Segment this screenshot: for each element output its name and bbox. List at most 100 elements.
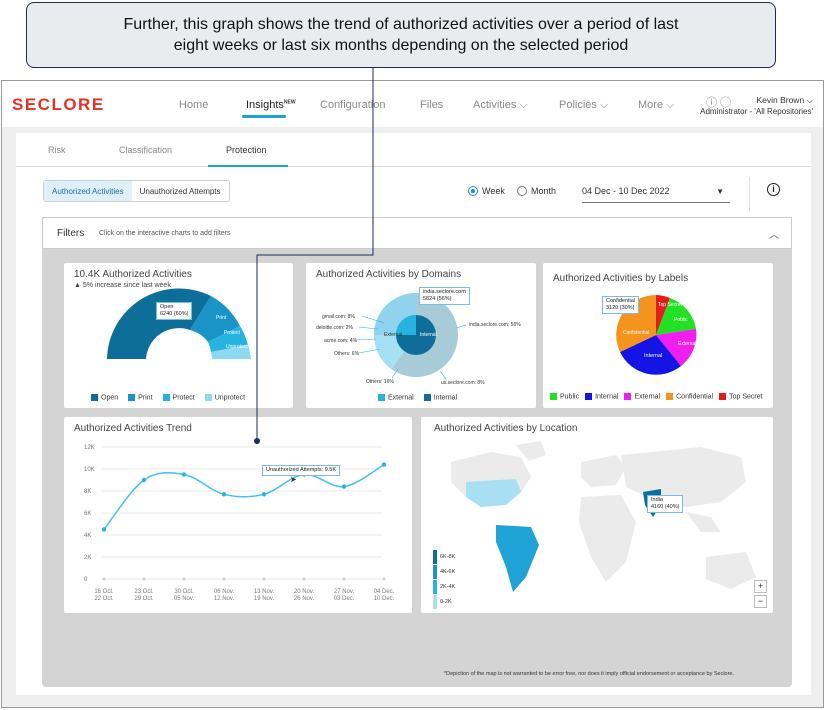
month-radio[interactable]: Month: [517, 186, 556, 196]
auth-legend: Open Print Protect Unprotect: [91, 394, 245, 401]
domain-label-india: india.seclore.com: 56%: [469, 322, 521, 328]
tab-classification[interactable]: Classification: [119, 145, 173, 155]
x-tick-label: 03 Dec.: [334, 596, 355, 602]
legend-unprotect[interactable]: Unprotect: [204, 394, 245, 401]
trend-line-chart[interactable]: 12K 10K 8K 6K 4K 2K 0 16 Oct.22 Oct. 23 Oct.29 O…: [64, 417, 412, 613]
x-tick-label: 20 Nov.: [294, 589, 315, 595]
user-role: Administrator - 'All Repositories': [700, 107, 813, 116]
card-title: Authorized Activities by Domains: [316, 269, 462, 280]
slice-label-internal: Internal: [644, 353, 662, 359]
domains-tooltip: india.seclore.com 5824 (56%): [419, 287, 470, 305]
map-southeast-asia: [686, 512, 721, 532]
domains-pie-chart[interactable]: External Internal gmail.com: 8% deloitte…: [306, 263, 536, 408]
tab-risk[interactable]: Risk: [48, 145, 66, 155]
nav-more[interactable]: More ⌵: [638, 99, 674, 112]
authorized-activities-button[interactable]: Authorized Activities: [44, 181, 132, 201]
filters-bar[interactable]: Filters Click on the interactive charts …: [42, 217, 792, 249]
nav-files[interactable]: Files: [420, 99, 444, 111]
legend-range-1: 6K-8K: [440, 553, 456, 560]
radio-unselected-icon: [517, 186, 527, 196]
legend-range-4: 0-2K: [440, 598, 452, 605]
legend-confidential[interactable]: Confidential: [666, 393, 713, 400]
chevron-up-icon[interactable]: ︿: [769, 230, 779, 241]
open-tooltip: Open 6240 (60%): [156, 302, 193, 320]
legend-confidential-label: Confidential: [676, 393, 714, 401]
slice-label-confidential: Confidential: [623, 330, 649, 336]
location-card: Authorized Activities by Location India 4…: [421, 417, 773, 613]
legend-internal-label: Internal: [595, 393, 619, 401]
user-avatar-icon[interactable]: ◯: [720, 97, 731, 109]
slice-label-public: Public: [674, 317, 688, 323]
caret-down-icon: ▼: [716, 187, 724, 196]
domain-label-deloitte: deloitte.com: 2%: [316, 325, 354, 331]
labels-pie-chart[interactable]: Top Secret Public External Internal Conf…: [543, 263, 773, 408]
nav-activities[interactable]: Activities ⌵: [473, 99, 528, 112]
unauthorized-attempts-button[interactable]: Unauthorized Attempts: [139, 187, 221, 196]
card-title: Authorized Activities Trend: [74, 423, 192, 434]
zoom-out-button[interactable]: −: [754, 595, 767, 608]
tooltip-name: Confidential: [606, 298, 636, 304]
nav-home[interactable]: Home: [179, 99, 209, 111]
x-tick-label: 26 Nov.: [294, 596, 315, 602]
tab-active-indicator: [208, 165, 288, 167]
labels-card: Authorized Activities by Labels Top Secr…: [543, 263, 773, 408]
x-tick-dot: [382, 577, 386, 581]
legend-top-secret-label: Top Secret: [729, 393, 763, 401]
legend-print[interactable]: Print: [128, 394, 153, 402]
legend-top-secret[interactable]: Top Secret: [719, 393, 763, 401]
card-title: Authorized Activities by Labels: [553, 273, 689, 284]
authorized-donut-chart[interactable]: Open Print Protect Unprotect: [64, 263, 293, 408]
info-icon[interactable]: i: [767, 183, 780, 196]
legend-public[interactable]: Public: [550, 393, 579, 400]
trend-card: Authorized Activities Trend 12K 10K 8K 6K 4K…: [64, 417, 412, 613]
legend-internal[interactable]: Internal: [423, 394, 457, 401]
seclore-logo[interactable]: SECLORE: [12, 95, 105, 114]
date-range-select[interactable]: 04 Dec - 10 Dec 2022 ▼: [582, 183, 730, 203]
nav-insights[interactable]: InsightsNEW: [246, 99, 296, 111]
nav-active-indicator: [242, 115, 286, 118]
tooltip-name: Open: [160, 304, 174, 310]
legend-external[interactable]: External: [378, 394, 414, 401]
y-tick-label: 0: [84, 577, 88, 583]
tooltip-name: india.seclore.com: [423, 289, 466, 295]
nav-policies[interactable]: Policies ⌵: [559, 99, 608, 112]
x-tick-dot: [302, 577, 306, 581]
location-tooltip: India 4160 (40%): [647, 495, 684, 513]
week-radio[interactable]: Week: [468, 186, 505, 196]
help-icon[interactable]: ⓘ: [705, 97, 717, 109]
nav-insights-label: Insights: [246, 99, 284, 111]
chevron-down-icon: ⌵: [666, 99, 675, 111]
world-map[interactable]: [421, 417, 773, 613]
trend-data-point: [101, 527, 107, 532]
legend-range-3: 2K-4K: [440, 583, 456, 590]
x-tick-label: 19 Nov.: [254, 596, 275, 602]
map-greenland: [516, 441, 546, 461]
zoom-in-button[interactable]: +: [754, 580, 767, 593]
trend-up-icon: ▲: [74, 282, 81, 289]
domain-label-others-int: Others: 16%: [366, 379, 394, 385]
legend-protect[interactable]: Protect: [162, 394, 195, 401]
trend-data-point: [181, 472, 187, 477]
legend-print-label: Print: [138, 394, 153, 402]
tooltip-value: 6240 (60%): [160, 311, 189, 317]
trend-data-point: [341, 484, 347, 489]
legend-internal[interactable]: Internal: [585, 393, 618, 400]
app-window: SECLORE Home InsightsNEW Configuration F…: [1, 80, 824, 708]
x-tick-label: 16 Oct.: [94, 589, 114, 595]
nav-configuration[interactable]: Configuration: [320, 99, 386, 111]
legend-external[interactable]: External: [624, 393, 660, 400]
legend-open[interactable]: Open: [91, 394, 118, 401]
tab-protection[interactable]: Protection: [226, 145, 267, 155]
tooltip-name: India: [651, 497, 663, 503]
user-menu[interactable]: Kevin Brown ⌵ Administrator - 'All Repos…: [700, 94, 813, 118]
annotation-callout: Further, this graph shows the trend of a…: [26, 2, 776, 68]
pie-slice-external: [656, 329, 697, 366]
y-tick-label: 6K: [84, 511, 91, 517]
center-label-internal: Internal: [420, 332, 437, 338]
x-tick-label: 23 Oct.: [134, 589, 154, 595]
activity-type-toggle: Authorized Activities Unauthorized Attem…: [43, 180, 230, 202]
legend-public-label: Public: [560, 393, 580, 401]
filters-hint: Click on the interactive charts to add f…: [99, 230, 231, 237]
slice-label-top-secret: Top Secret: [658, 302, 683, 308]
pie-slice-top-secret: [656, 295, 670, 335]
